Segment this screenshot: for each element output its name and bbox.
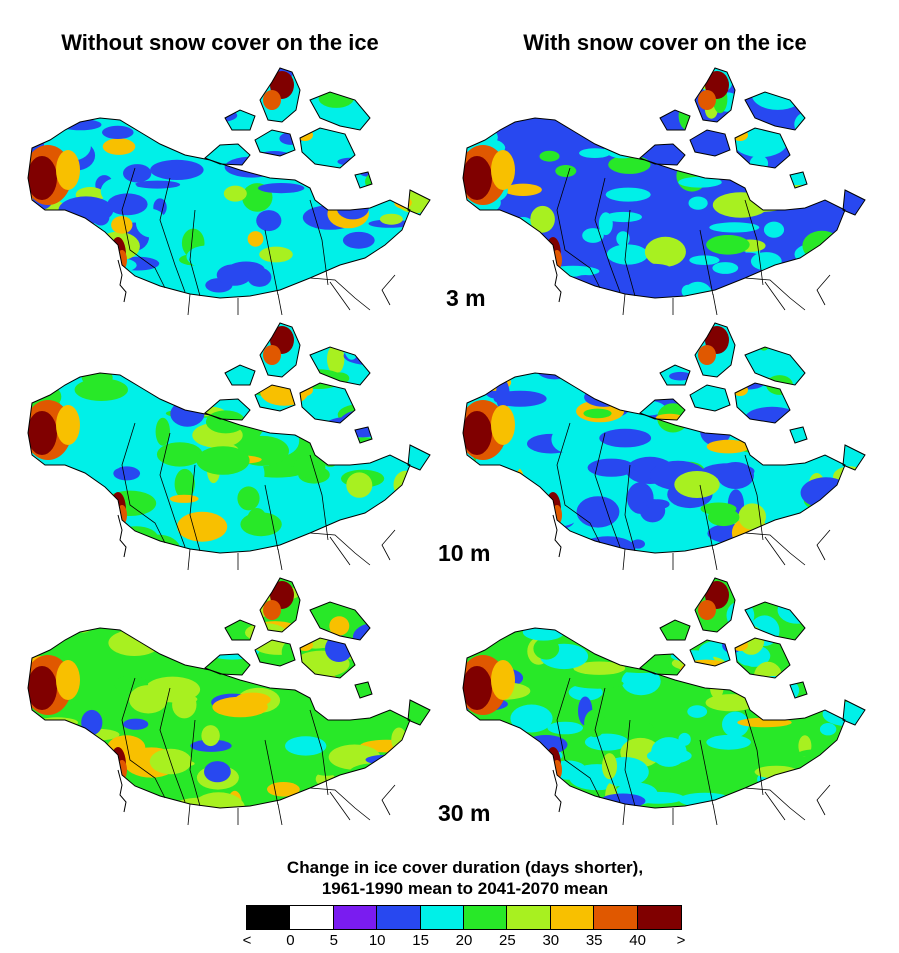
legend-swatch-8 <box>594 906 638 929</box>
legend-tick-5: 20 <box>455 932 473 949</box>
legend-tick-2: 5 <box>329 932 338 949</box>
legend-swatch-4 <box>420 906 464 929</box>
map-panel-without-snow-3m <box>27 67 431 315</box>
legend-tick-9: 40 <box>629 932 646 949</box>
legend-tick-0: < <box>242 932 252 949</box>
depth-label-3m: 3 m <box>446 285 486 311</box>
column-title-without-snow: Without snow cover on the ice <box>61 30 379 55</box>
legend-tick-4: 15 <box>412 932 429 949</box>
legend-tick-labels: <0 5 10 15 20 25 30 35 40 > <box>0 932 899 952</box>
legend-swatch-9 <box>637 906 681 929</box>
depth-label-30m: 30 m <box>438 800 491 826</box>
map-panel-with-snow-3m <box>462 67 866 315</box>
legend-swatch-5 <box>463 906 508 929</box>
map-panel-with-snow-10m <box>462 322 866 570</box>
legend-swatch-0 <box>247 906 291 929</box>
legend-swatch-6 <box>507 906 551 929</box>
map-panel-with-snow-30m <box>462 577 866 825</box>
legend-title: Change in ice cover duration (days short… <box>200 857 730 899</box>
legend-swatch-3 <box>377 906 421 929</box>
legend-swatch-1 <box>290 906 334 929</box>
legend-tick-8: 35 <box>585 932 603 949</box>
depth-label-10m: 10 m <box>438 540 491 566</box>
legend-swatch-2 <box>333 906 378 929</box>
legend-colorbar <box>246 905 682 930</box>
legend-swatch-7 <box>550 906 595 929</box>
column-title-with-snow: With snow cover on the ice <box>523 30 807 55</box>
legend-title-line-1: Change in ice cover duration (days short… <box>286 858 644 877</box>
legend-tick-6: 25 <box>499 932 516 949</box>
legend-tick-1: 0 <box>286 932 295 949</box>
legend-title-line-2: 1961-1990 mean to 2041-2070 mean <box>321 879 609 898</box>
legend-tick-7: 30 <box>542 932 560 949</box>
legend-tick-10: > <box>676 932 686 949</box>
legend-tick-3: 10 <box>368 932 386 949</box>
map-panel-without-snow-10m <box>27 322 431 570</box>
map-panel-without-snow-30m <box>27 577 431 825</box>
